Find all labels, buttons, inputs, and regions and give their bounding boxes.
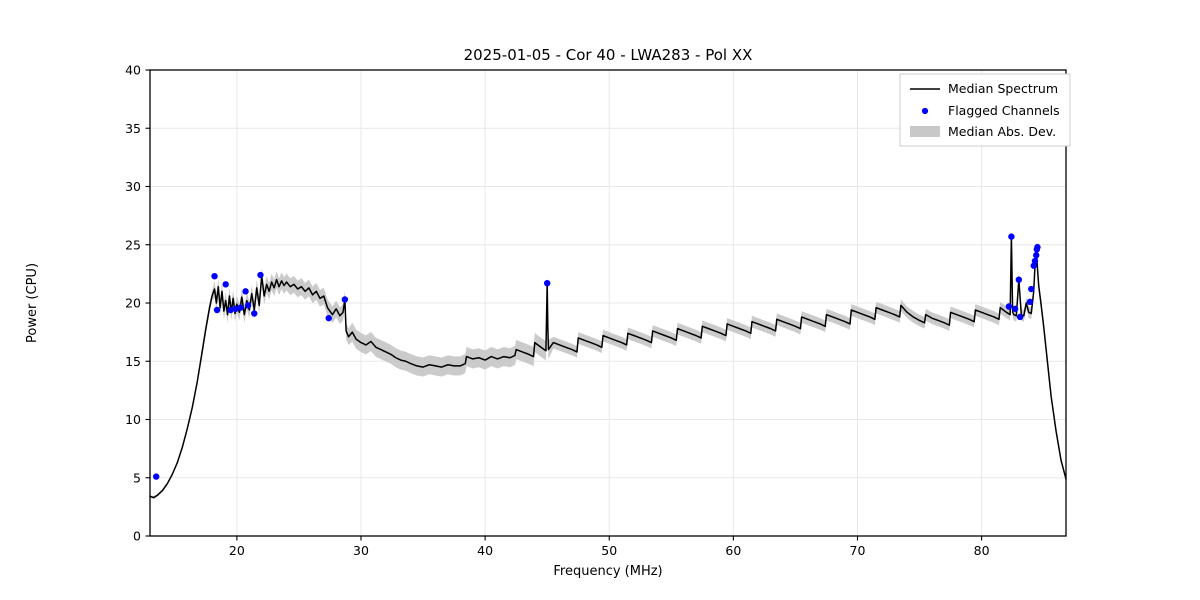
y-tick-label: 40 bbox=[125, 63, 141, 78]
flagged-channel-point[interactable] bbox=[1016, 313, 1024, 321]
flagged-channel-point[interactable] bbox=[244, 302, 252, 309]
flagged-channel-point[interactable] bbox=[257, 271, 264, 279]
flagged-channel-point[interactable] bbox=[242, 288, 249, 295]
y-tick-label: 0 bbox=[133, 529, 141, 544]
flagged-channel-point[interactable] bbox=[1028, 285, 1035, 293]
x-axis-label: Frequency (MHz) bbox=[553, 564, 662, 579]
flagged-channel-point[interactable] bbox=[251, 310, 258, 317]
flagged-channel-point[interactable] bbox=[1034, 243, 1041, 251]
y-tick-label: 25 bbox=[125, 237, 141, 252]
flagged-channel-point[interactable] bbox=[153, 473, 160, 480]
axis-ticks: 20 30 40 50 60 70 80 0 5 10 15 20 25 30 35 40 bbox=[125, 63, 990, 559]
flagged-channel-point[interactable] bbox=[1026, 298, 1034, 306]
x-tick-label: 70 bbox=[850, 543, 866, 558]
flagged-channel-point[interactable] bbox=[232, 305, 239, 313]
y-axis-label: Power (CPU) bbox=[25, 263, 40, 343]
flagged-channel-point[interactable] bbox=[1033, 252, 1040, 259]
flagged-channel-point[interactable] bbox=[325, 314, 332, 322]
flagged-channel-point[interactable] bbox=[211, 273, 218, 280]
legend-band-swatch bbox=[910, 126, 940, 137]
x-tick-label: 50 bbox=[601, 543, 617, 558]
legend-label-median-abs-dev: Median Abs. Dev. bbox=[948, 124, 1056, 139]
y-tick-label: 15 bbox=[125, 354, 141, 369]
flagged-channel-point[interactable] bbox=[543, 280, 551, 287]
flagged-channel-point[interactable] bbox=[341, 296, 349, 303]
flagged-channel-point[interactable] bbox=[1011, 305, 1019, 313]
y-tick-label: 10 bbox=[125, 412, 141, 427]
flagged-channel-point[interactable] bbox=[213, 306, 221, 314]
x-tick-label: 60 bbox=[725, 543, 741, 558]
legend-label-flagged-channels: Flagged Channels bbox=[948, 103, 1060, 118]
flagged-channel-markers[interactable] bbox=[153, 233, 1041, 480]
flagged-channel-point[interactable] bbox=[1008, 233, 1015, 240]
flagged-channel-point[interactable] bbox=[1005, 303, 1013, 310]
flagged-channel-point[interactable] bbox=[227, 306, 234, 314]
y-tick-label: 30 bbox=[125, 179, 141, 194]
y-tick-label: 20 bbox=[125, 296, 141, 311]
legend-marker-swatch bbox=[921, 107, 929, 115]
legend: Median Spectrum Flagged Channels Median … bbox=[899, 73, 1071, 147]
y-tick-label: 5 bbox=[133, 470, 141, 485]
flagged-channel-point[interactable] bbox=[1015, 276, 1023, 283]
flagged-channel-point[interactable] bbox=[222, 281, 229, 288]
flagged-channel-point[interactable] bbox=[237, 304, 244, 311]
x-tick-label: 20 bbox=[229, 543, 245, 558]
plot-title: 2025-01-05 - Cor 40 - LWA283 - Pol XX bbox=[464, 46, 753, 64]
x-tick-label: 30 bbox=[353, 543, 369, 558]
x-tick-label: 80 bbox=[974, 543, 990, 558]
legend-label-median-spectrum: Median Spectrum bbox=[948, 81, 1058, 96]
x-tick-label: 40 bbox=[477, 543, 493, 558]
y-tick-label: 35 bbox=[125, 121, 141, 136]
flagged-channel-point[interactable] bbox=[1031, 257, 1039, 265]
